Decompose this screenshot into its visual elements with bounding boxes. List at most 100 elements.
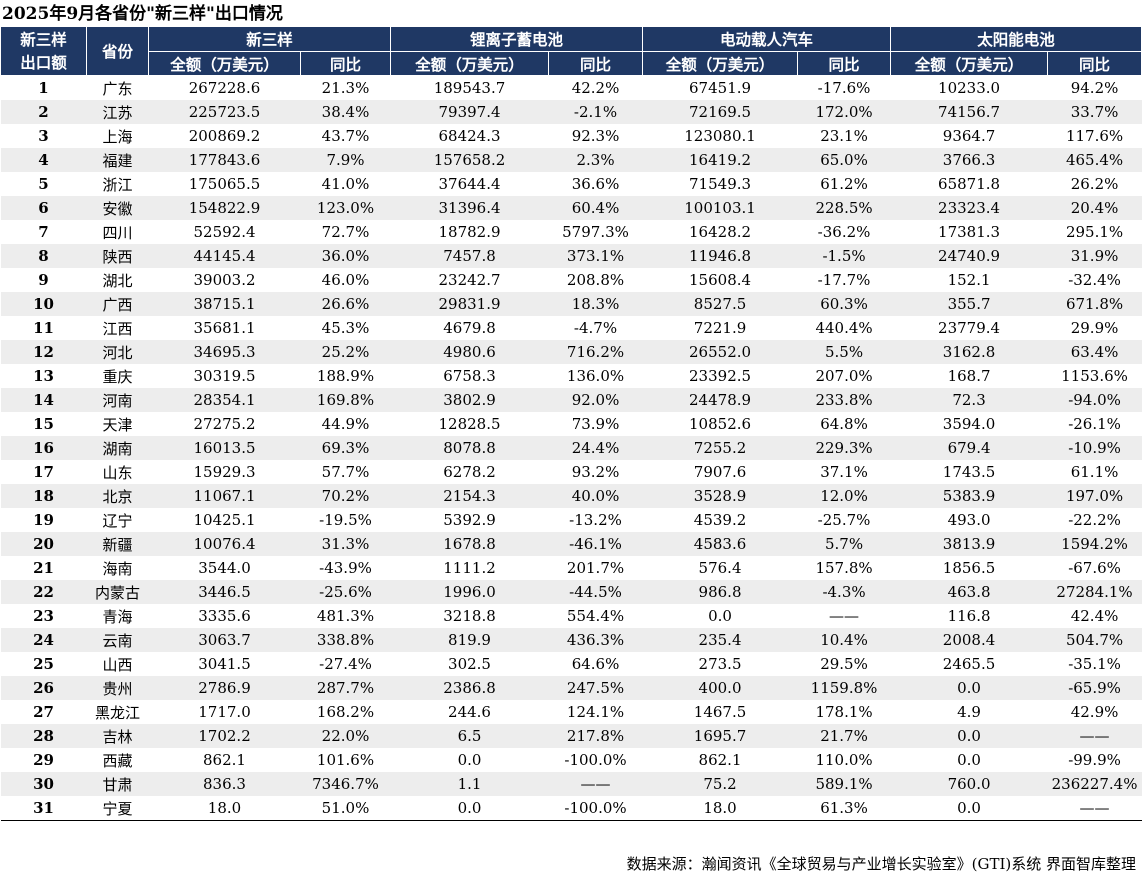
battery-yoy-cell: 554.4% — [566, 607, 625, 625]
rank-cell: 16 — [0, 436, 87, 460]
province-cell: 上海 — [102, 127, 133, 146]
ev-yoy-cell: 1159.8% — [797, 676, 891, 700]
ev-yoy-cell: 589.1% — [797, 772, 891, 796]
solar-yoy-cell: 33.7% — [1047, 100, 1142, 124]
battery-amount-cell: 4679.8 — [443, 319, 496, 337]
total-amount-cell: 44145.4 — [148, 244, 301, 268]
battery-yoy-cell: 73.9% — [571, 415, 620, 433]
province-column-header: 省份 — [86, 27, 149, 76]
total-amount-cell: 38715.1 — [148, 292, 301, 316]
table-row: 7 四川 52592.4 72.7% 18782.9 5797.3% 16428.2 -36.… — [1, 220, 1142, 244]
rank-cell: 19 — [33, 511, 54, 529]
ev-amount-cell: 273.5 — [698, 655, 742, 673]
total-yoy-cell: 287.7% — [300, 676, 391, 700]
table-body: 1 广东 267228.6 21.3% 189543.7 42.2% 67451.9 -17.… — [0, 75, 1142, 821]
solar-amount-cell: 4.9 — [957, 703, 981, 721]
rank-cell: 27 — [33, 703, 54, 721]
ev-amount-cell: 24478.9 — [642, 388, 798, 412]
battery-yoy-cell: -100.0% — [564, 751, 627, 769]
table-row: 6 安徽 154822.9 123.0% 31396.4 60.4% 100103.1 228… — [0, 196, 1142, 220]
province-cell: 西藏 — [102, 751, 133, 770]
province-cell: 广西 — [86, 292, 149, 316]
rank-cell: 12 — [0, 340, 87, 364]
table-row: 19 辽宁 10425.1 -19.5% 5392.9 -13.2% 4539.2 -25.7… — [1, 508, 1142, 532]
ev-yoy-cell: 65.0% — [797, 148, 891, 172]
solar-amount-cell: 0.0 — [890, 724, 1048, 748]
total-amount-cell: 1717.0 — [198, 703, 251, 721]
battery-amount-cell: 79397.4 — [390, 100, 549, 124]
battery-amount-cell: 1111.2 — [443, 559, 496, 577]
battery-yoy-cell: 64.6% — [571, 655, 620, 673]
ev-amount-cell: 75.2 — [642, 772, 798, 796]
rank-cell: 22 — [0, 580, 87, 604]
battery-yoy-cell: 436.3% — [548, 628, 643, 652]
ev-yoy-cell: —— — [829, 607, 860, 625]
ev-amount-cell: 16428.2 — [689, 223, 752, 241]
solar-yoy-cell: 117.6% — [1065, 127, 1124, 145]
solar-yoy-cell: -94.0% — [1047, 388, 1142, 412]
battery-amount-cell: 18782.9 — [438, 223, 501, 241]
solar-yoy-cell: 31.9% — [1047, 244, 1142, 268]
total-yoy-cell: 70.2% — [300, 484, 391, 508]
solar-yoy-cell: -67.6% — [1068, 559, 1121, 577]
province-cell: 海南 — [102, 559, 133, 578]
solar-amount-cell: 493.0 — [947, 511, 991, 529]
battery-yoy-cell: 373.1% — [548, 244, 643, 268]
total-yoy-cell: 72.7% — [321, 223, 370, 241]
battery-yoy-cell: —— — [548, 772, 643, 796]
table-row: 15 天津 27275.2 44.9% 12828.5 73.9% 10852.6 64.8%… — [1, 412, 1142, 436]
rank-cell: 11 — [33, 319, 54, 337]
solar-yoy-cell: 26.2% — [1070, 175, 1119, 193]
ev-yoy-cell: 178.1% — [815, 703, 873, 721]
battery-yoy-cell: -13.2% — [569, 511, 622, 529]
table-row: 23 青海 3335.6 481.3% 3218.8 554.4% 0.0 —— 116.8 42… — [1, 604, 1142, 628]
solar-yoy-cell: —— — [1047, 796, 1142, 821]
solar-amount-cell: 17381.3 — [938, 223, 1001, 241]
solar-amount-cell: 760.0 — [890, 772, 1048, 796]
battery-amount-cell: 0.0 — [390, 796, 549, 821]
ev-amount-cell: 7907.6 — [693, 463, 747, 481]
total-amount-cell: 52592.4 — [193, 223, 256, 241]
total-yoy-cell: 481.3% — [316, 607, 375, 625]
ev-yoy-cell: -17.6% — [797, 75, 891, 100]
province-cell: 四川 — [102, 223, 133, 242]
solar-yoy-cell: 42.9% — [1070, 703, 1119, 721]
rank-cell: 3 — [38, 127, 49, 145]
battery-amount-cell: 29831.9 — [390, 292, 549, 316]
rank-cell: 25 — [33, 655, 54, 673]
ev-amount-cell: 26552.0 — [642, 340, 798, 364]
rank-cell: 31 — [0, 796, 87, 821]
total-yoy-cell: 22.0% — [300, 724, 391, 748]
ev-yoy-cell: 5.7% — [797, 532, 891, 556]
total-amount-cell: 836.3 — [148, 772, 301, 796]
ev-amount-cell: 576.4 — [698, 559, 742, 577]
solar-yoy-cell: 20.4% — [1047, 196, 1142, 220]
battery-amount-cell: 8078.8 — [390, 436, 549, 460]
battery-amount-cell: 302.5 — [448, 655, 491, 673]
rank-cell: 10 — [0, 292, 87, 316]
yoy-header: 同比 — [548, 51, 644, 76]
battery-amount-cell: 7457.8 — [390, 244, 549, 268]
province-cell: 陕西 — [86, 244, 149, 268]
table-row: 25 山西 3041.5 -27.4% 302.5 64.6% 273.5 29.5% 2465… — [1, 652, 1142, 676]
table-row: 28 吉林 1702.2 22.0% 6.5 217.8% 1695.7 21.7% 0.0 —— — [0, 724, 1142, 748]
province-cell: 湖南 — [86, 436, 149, 460]
total-yoy-cell: 7.9% — [300, 148, 391, 172]
total-yoy-cell: 36.0% — [300, 244, 391, 268]
page-title: 2025年9月各省份"新三样"出口情况 — [2, 4, 283, 24]
ev-yoy-cell: -17.7% — [817, 271, 871, 289]
solar-amount-cell: 0.0 — [890, 796, 1048, 821]
province-cell: 江苏 — [86, 100, 149, 124]
solar-amount-cell: 679.4 — [890, 436, 1048, 460]
total-amount-cell: 15929.3 — [193, 463, 256, 481]
battery-amount-cell: 31396.4 — [390, 196, 549, 220]
province-cell: 辽宁 — [102, 511, 133, 530]
ev-yoy-cell: 61.3% — [797, 796, 891, 821]
battery-amount-cell: 3218.8 — [443, 607, 496, 625]
solar-amount-cell: 1856.5 — [942, 559, 996, 577]
ev-yoy-cell: 61.2% — [820, 175, 868, 193]
rank-cell: 2 — [0, 100, 87, 124]
battery-amount-cell: 2154.3 — [390, 484, 549, 508]
solar-yoy-cell: -35.1% — [1068, 655, 1121, 673]
rank-cell: 13 — [33, 367, 54, 385]
